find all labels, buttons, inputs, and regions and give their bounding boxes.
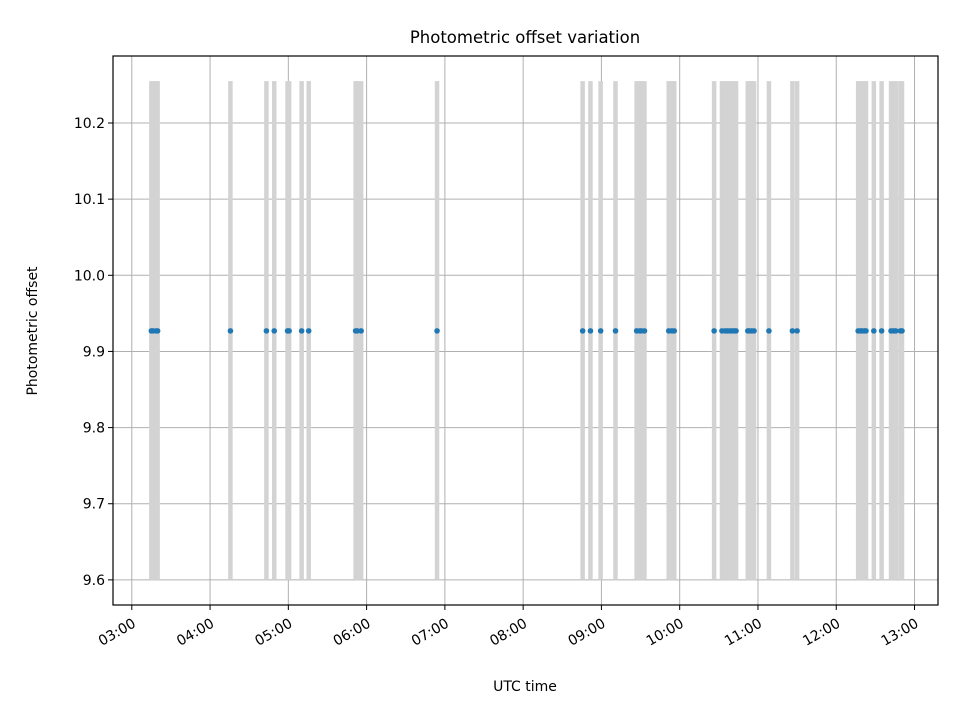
data-point [751, 328, 757, 334]
data-point [766, 328, 772, 334]
data-point [641, 328, 648, 334]
data-point [154, 328, 161, 334]
data-point [612, 328, 619, 334]
data-point [298, 328, 305, 334]
data-point [579, 328, 586, 334]
data-point [263, 328, 270, 334]
data-point [733, 328, 739, 334]
y-tick-label: 9.6 [83, 573, 105, 589]
x-tick-label: 13:00 [879, 616, 922, 650]
x-tick-label: 12:00 [800, 616, 843, 650]
plot-frame [112, 55, 939, 606]
x-tick-label: 03:00 [96, 616, 139, 650]
data-point [711, 328, 717, 334]
y-tick-label: 10.0 [74, 268, 105, 284]
x-axis-label: UTC time [493, 679, 557, 695]
y-tick-label: 9.9 [83, 344, 105, 360]
x-tick-label: 09:00 [565, 616, 608, 650]
y-tick-label: 9.8 [83, 421, 105, 437]
data-point [434, 328, 440, 334]
data-point [286, 328, 292, 334]
x-tick-label: 06:00 [331, 616, 374, 650]
data-point [863, 328, 869, 334]
data-point [597, 328, 604, 334]
data-point [794, 328, 800, 334]
data-point [871, 328, 877, 334]
data-point [587, 328, 594, 334]
data-point [358, 328, 364, 334]
chart-title: Photometric offset variation [410, 28, 640, 47]
x-tick-label: 07:00 [409, 616, 452, 650]
x-tick-label: 04:00 [174, 616, 217, 650]
data-point [305, 328, 312, 334]
data-point [878, 328, 885, 334]
data-point [354, 328, 361, 334]
data-point [227, 328, 234, 334]
y-tick-label: 9.7 [83, 497, 105, 513]
grid [113, 56, 938, 605]
x-axis-ticks: 03:00 04:00 05:00 06:00 07:00 08:00 09:00 10:00… [96, 605, 922, 650]
x-tick-label: 11:00 [722, 616, 765, 650]
x-tick-label: 05:00 [252, 616, 295, 650]
data-point [671, 328, 678, 334]
y-tick-label: 10.2 [74, 116, 105, 132]
data-point [789, 328, 796, 334]
data-point [271, 328, 278, 334]
x-tick-label: 10:00 [644, 616, 687, 650]
y-tick-label: 10.1 [74, 192, 105, 208]
data-point [899, 328, 905, 334]
y-axis-ticks: 9.6 9.7 9.8 9.9 10.0 10.1 10.2 [74, 116, 113, 589]
data-points [148, 328, 905, 334]
x-tick-label: 08:00 [487, 616, 530, 650]
data-point [892, 328, 899, 334]
y-axis-label: Photometric offset [25, 266, 41, 396]
